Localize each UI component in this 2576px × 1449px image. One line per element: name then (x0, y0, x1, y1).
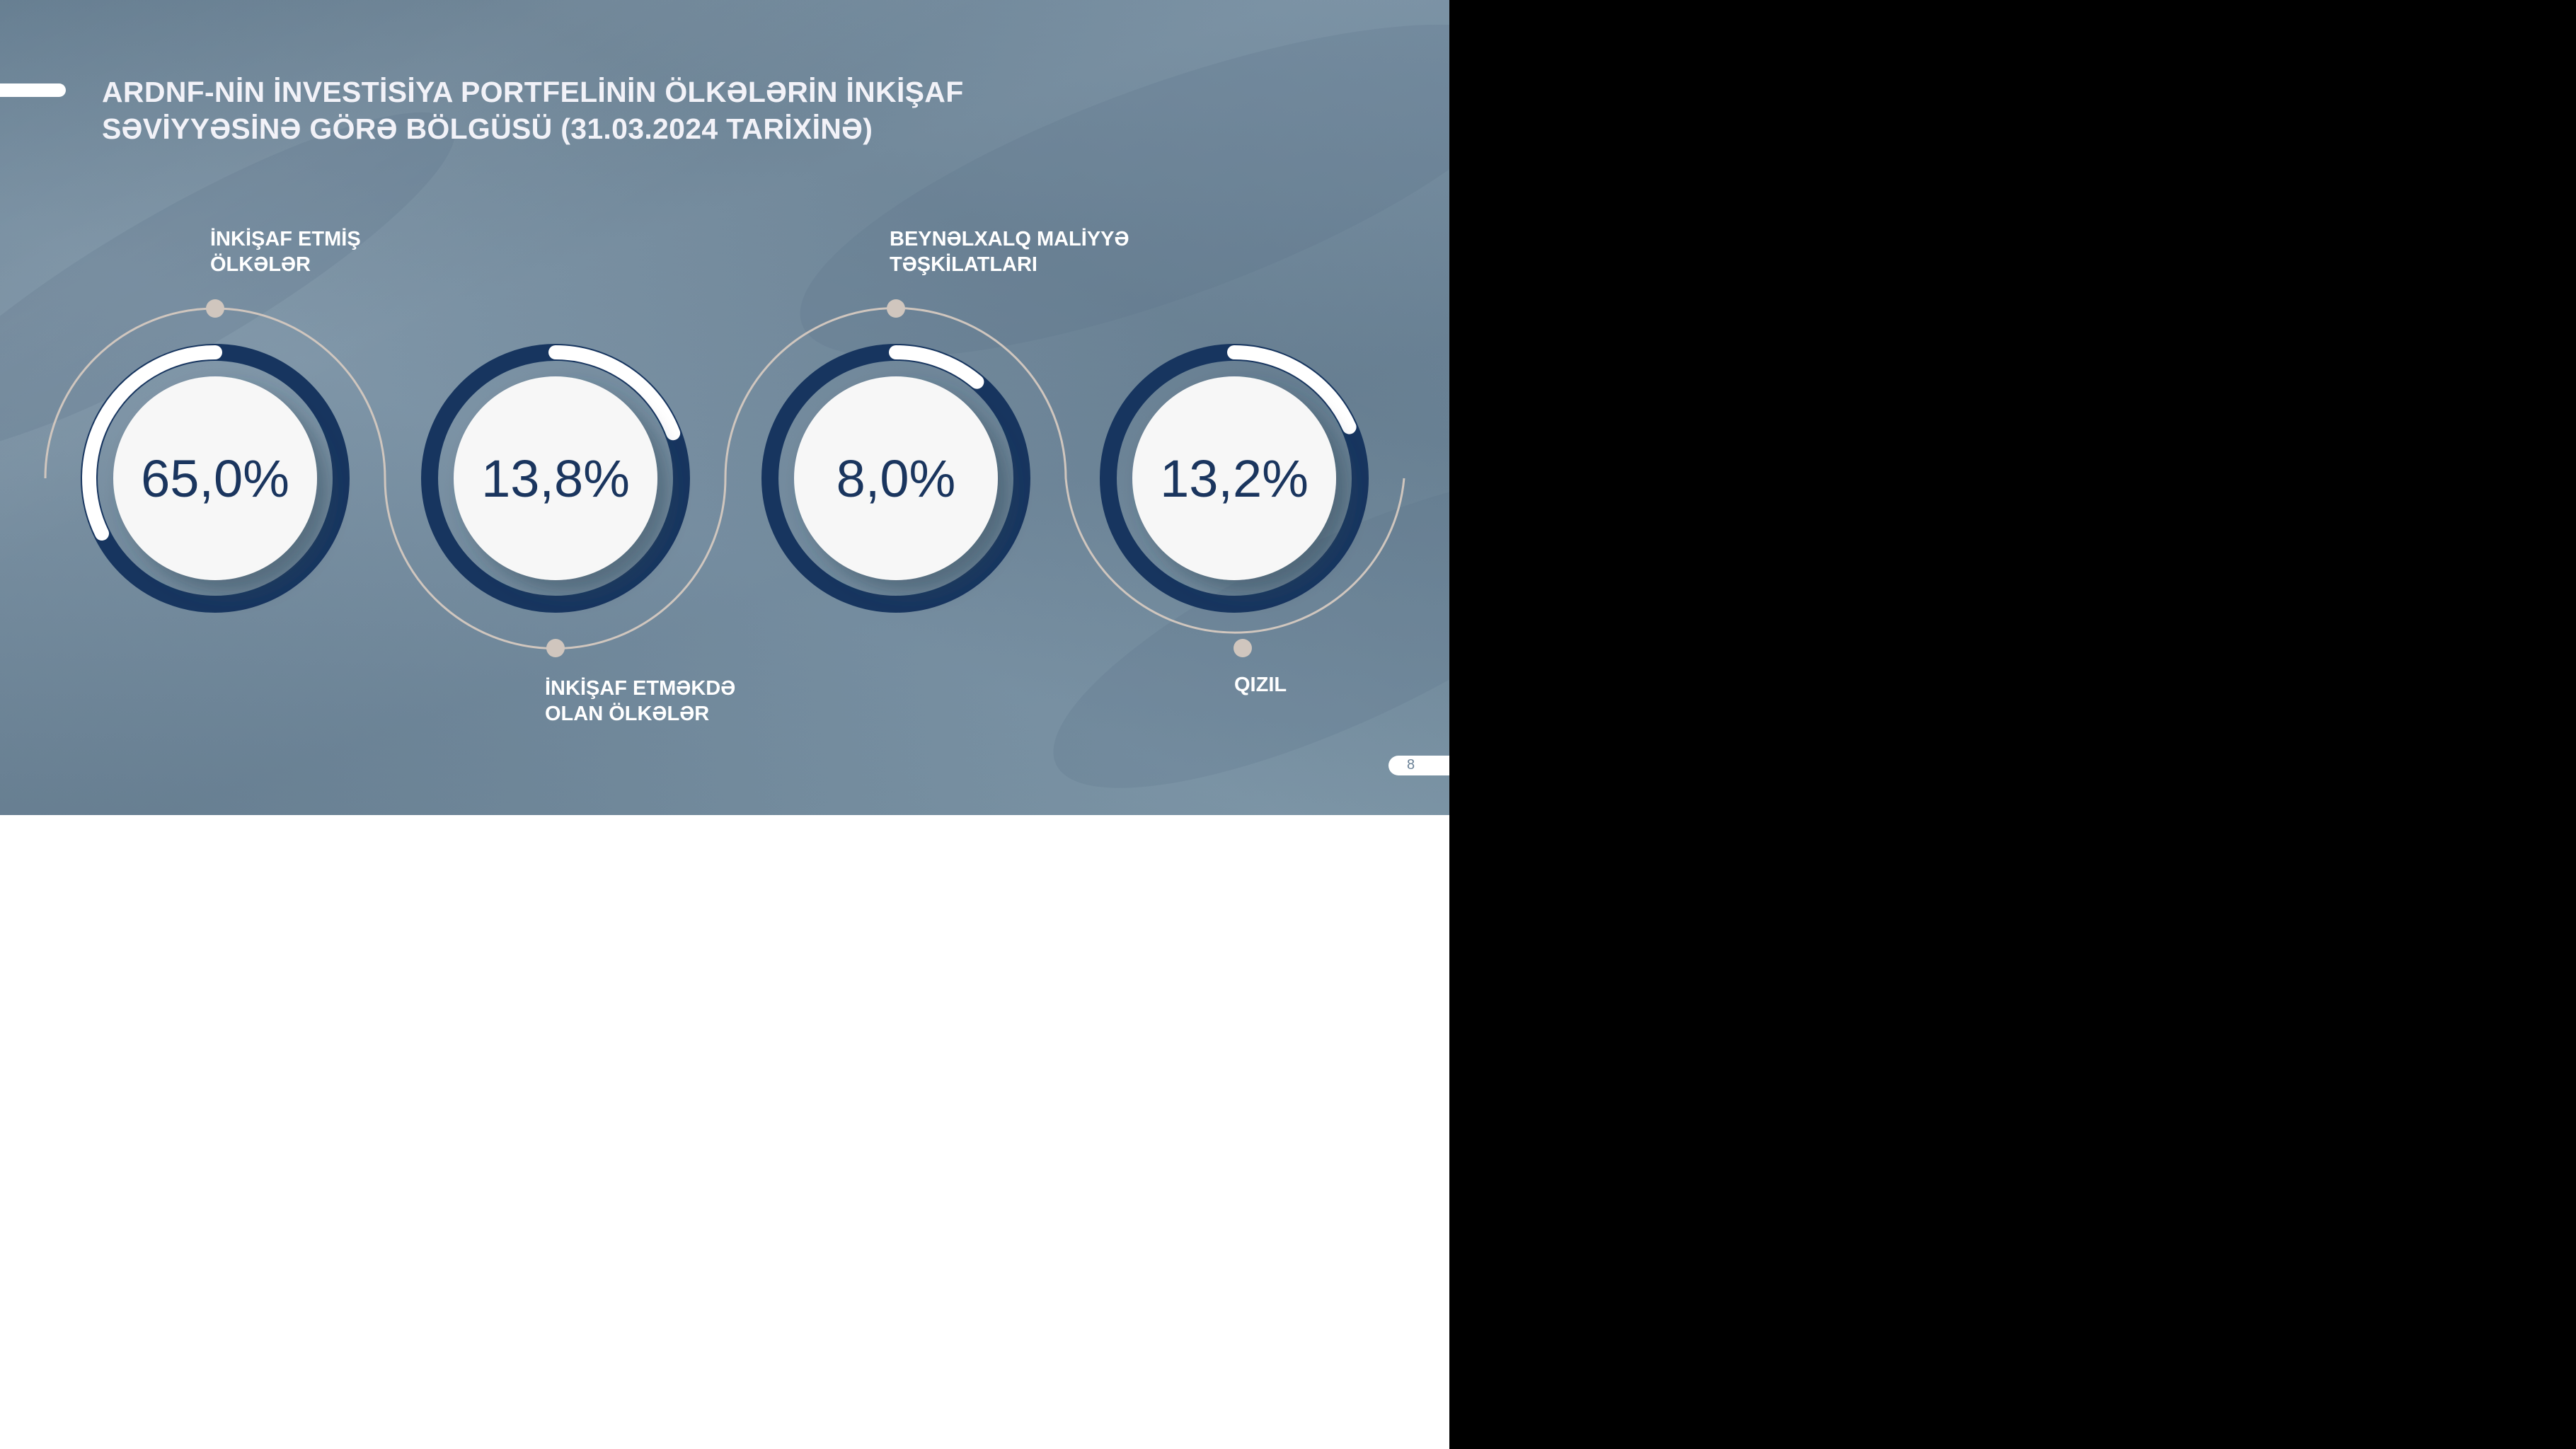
label-line: QIZIL (1234, 674, 1287, 696)
donut-center (1132, 376, 1336, 580)
connector-line (44, 307, 1405, 650)
page-number-pill (1388, 756, 1449, 775)
label-line: ÖLKƏLƏR (210, 253, 311, 276)
connector-dot (206, 299, 224, 318)
donut-2: 8,0% (761, 344, 1030, 613)
label-line: OLAN ÖLKƏLƏR (545, 703, 710, 725)
title-line-1: ARDNF-NİN İNVESTİSİYA PORTFELİNİN ÖLKƏLƏ… (102, 76, 964, 108)
donut-center (113, 376, 317, 580)
donut-value-arc (82, 345, 222, 541)
donut-center (794, 376, 998, 580)
donut-value-arc (1227, 345, 1357, 434)
label-line: BEYNƏLXALQ MALİYYƏ (890, 228, 1129, 250)
label-line: TƏŞKİLATLARI (890, 253, 1037, 276)
donut-value-label: 8,0% (836, 449, 956, 508)
donut-0: 65,0% (81, 344, 350, 613)
label-line: İNKİŞAF ETMƏKDƏ (545, 677, 736, 700)
donut-3: 13,2% (1100, 344, 1369, 613)
accent-bar (0, 83, 66, 97)
donut-value-arc (889, 345, 984, 389)
slide: ARDNF-NİN İNVESTİSİYA PORTFELİNİN ÖLKƏLƏ… (0, 0, 1449, 815)
category-label-developing: İNKİŞAF ETMƏKDƏ OLAN ÖLKƏLƏR (545, 676, 735, 727)
donut-value-arc (548, 345, 681, 441)
connector-dot (546, 639, 565, 657)
donut-chart: 65,0% 13,8% 8,0% 13,2% (44, 299, 1405, 657)
label-line: İNKİŞAF ETMİŞ (210, 228, 361, 250)
category-label-gold: QIZIL (1234, 672, 1287, 698)
donut-value-label: 13,2% (1160, 449, 1309, 508)
donut-value-label: 65,0% (141, 449, 289, 508)
empty-area (0, 815, 1449, 1449)
donut-value-label: 13,8% (481, 449, 630, 508)
connector-dot (1234, 639, 1252, 657)
page-title: ARDNF-NİN İNVESTİSİYA PORTFELİNİN ÖLKƏLƏ… (102, 74, 964, 147)
category-label-developed: İNKİŞAF ETMİŞ ÖLKƏLƏR (210, 226, 361, 277)
donut-1: 13,8% (421, 344, 690, 613)
category-label-intl-financial: BEYNƏLXALQ MALİYYƏ TƏŞKİLATLARI (890, 226, 1129, 277)
title-line-2: SƏVİYYƏSİNƏ GÖRƏ BÖLGÜSÜ (31.03.2024 TAR… (102, 112, 873, 145)
donut-center (454, 376, 657, 580)
connector-dot (887, 299, 905, 318)
page-number: 8 (1407, 757, 1415, 773)
